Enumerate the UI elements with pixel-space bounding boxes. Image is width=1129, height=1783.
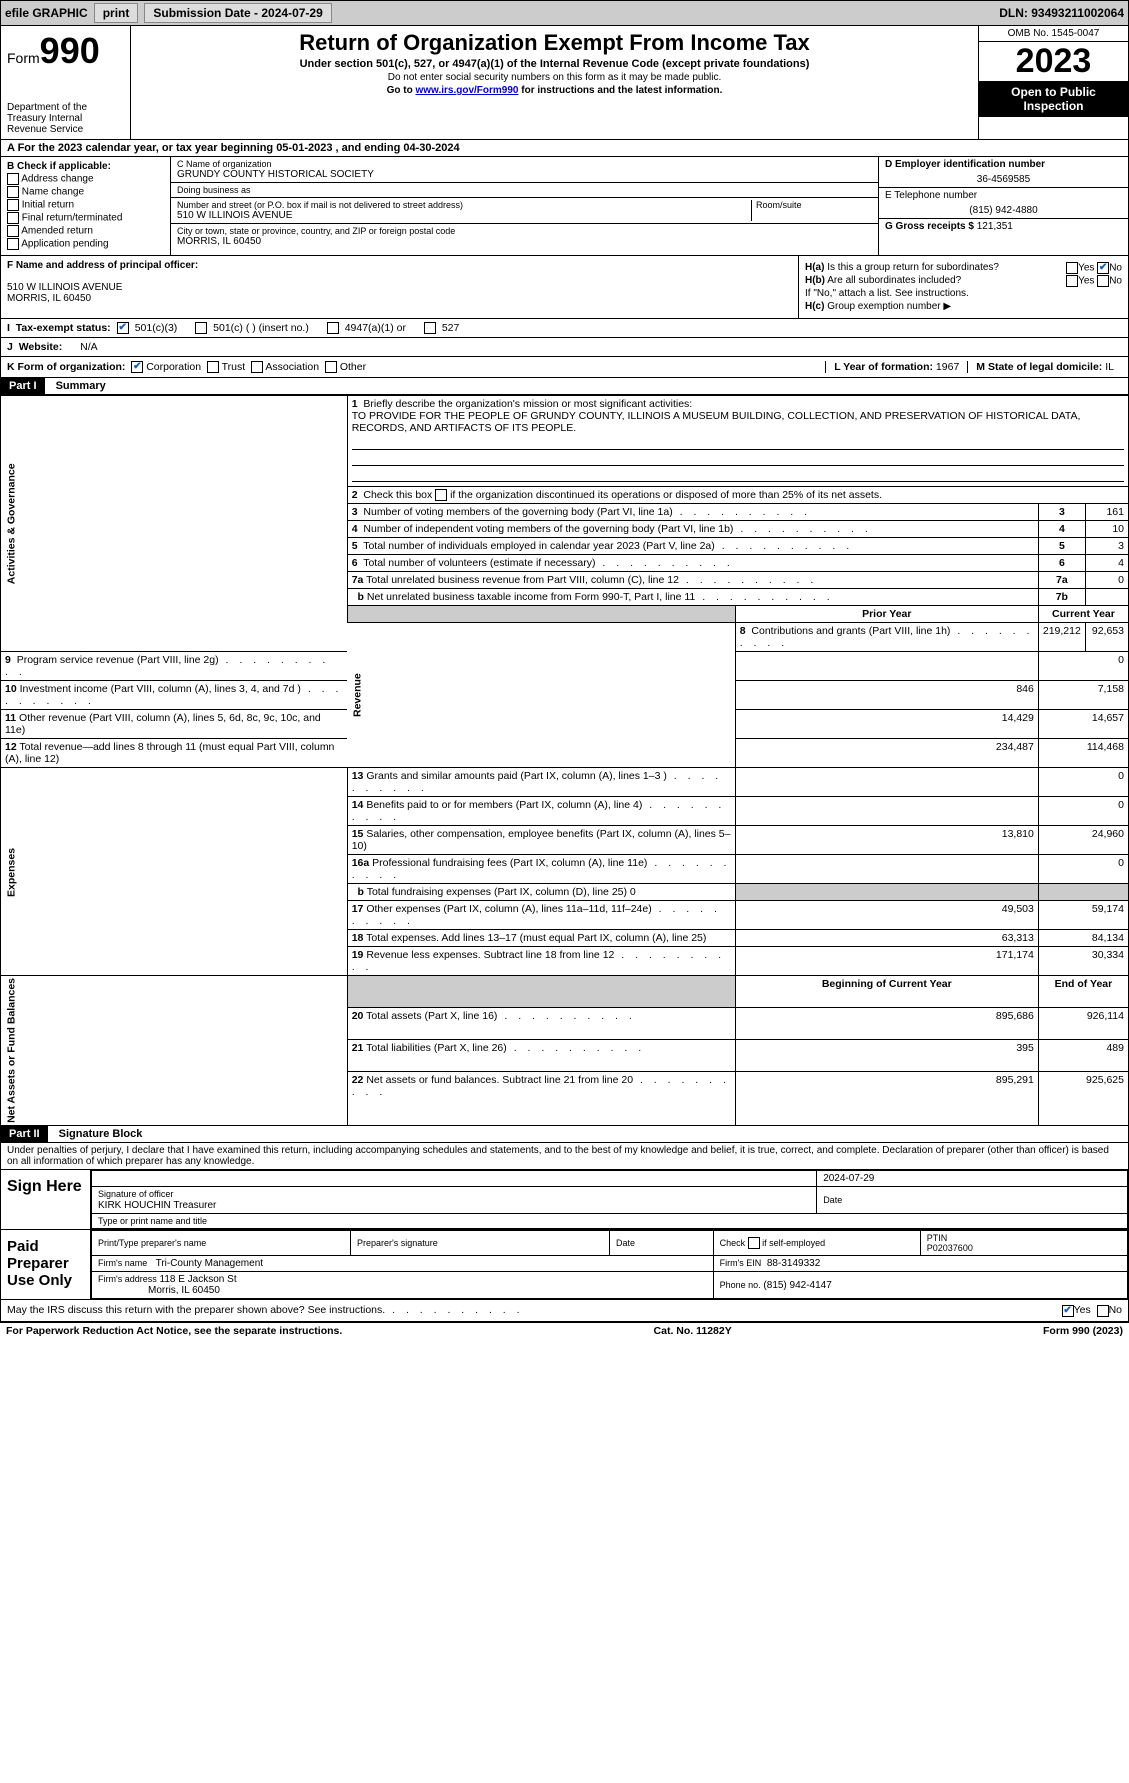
officer-addr1: 510 W ILLINOIS AVENUE xyxy=(7,282,122,293)
firm-name: Tri-County Management xyxy=(156,1258,263,1269)
year-formation: 1967 xyxy=(936,361,959,373)
chk-other[interactable] xyxy=(325,361,337,373)
org-name: GRUNDY COUNTY HISTORICAL SOCIETY xyxy=(177,169,872,180)
chk-application-pending[interactable] xyxy=(7,238,19,250)
summary-table: Activities & Governance 1 Briefly descri… xyxy=(0,395,1129,1126)
chk-4947[interactable] xyxy=(327,322,339,334)
part2-header: Part II Signature Block xyxy=(0,1126,1129,1143)
cat-no: Cat. No. 11282Y xyxy=(654,1325,732,1337)
discuss-no[interactable] xyxy=(1097,1305,1109,1317)
firm-ein: 88-3149332 xyxy=(767,1258,820,1269)
form-number: Form990 xyxy=(7,30,124,72)
vlabel-expenses: Expenses xyxy=(1,768,348,976)
print-button[interactable]: print xyxy=(94,3,139,23)
chk-assoc[interactable] xyxy=(251,361,263,373)
ha-no[interactable] xyxy=(1097,262,1109,274)
tax-year: 2023 xyxy=(979,42,1128,81)
city: MORRIS, IL 60450 xyxy=(177,236,872,247)
chk-final-return[interactable] xyxy=(7,212,19,224)
paperwork-notice: For Paperwork Reduction Act Notice, see … xyxy=(6,1325,342,1337)
officer-addr2: MORRIS, IL 60450 xyxy=(7,293,91,304)
perjury-declaration: Under penalties of perjury, I declare th… xyxy=(0,1143,1129,1170)
chk-527[interactable] xyxy=(424,322,436,334)
firm-phone: (815) 942-4147 xyxy=(763,1280,831,1291)
paid-preparer-label: Paid Preparer Use Only xyxy=(1,1230,91,1299)
row-j-website: J Website: N/A xyxy=(0,338,1129,357)
state-domicile: IL xyxy=(1105,361,1114,373)
sign-here-label: Sign Here xyxy=(1,1170,91,1229)
chk-address-change[interactable] xyxy=(7,173,19,185)
vlabel-revenue: Revenue xyxy=(347,623,735,768)
row-a-tax-year: A For the 2023 calendar year, or tax yea… xyxy=(0,140,1129,157)
sign-here-block: Sign Here 2024-07-29 Signature of office… xyxy=(0,1170,1129,1230)
discuss-row: May the IRS discuss this return with the… xyxy=(0,1300,1129,1321)
firm-addr1: 118 E Jackson St xyxy=(160,1274,237,1285)
sign-date: 2024-07-29 xyxy=(817,1171,1128,1187)
form-subtitle: Under section 501(c), 527, or 4947(a)(1)… xyxy=(137,58,972,70)
row-i-tax-status: I Tax-exempt status: 501(c)(3) 501(c) ( … xyxy=(0,319,1129,338)
page-footer: For Paperwork Reduction Act Notice, see … xyxy=(0,1322,1129,1339)
gross-receipts: 121,351 xyxy=(977,221,1013,232)
irs-link[interactable]: www.irs.gov/Form990 xyxy=(415,85,518,96)
officer-group-block: F Name and address of principal officer:… xyxy=(0,256,1129,319)
officer-name: KIRK HOUCHIN Treasurer xyxy=(98,1200,216,1211)
hb-no[interactable] xyxy=(1097,275,1109,287)
form-ref: Form 990 (2023) xyxy=(1043,1325,1123,1337)
chk-amended[interactable] xyxy=(7,225,19,237)
ptin: P02037600 xyxy=(927,1243,973,1253)
chk-self-employed[interactable] xyxy=(748,1237,760,1249)
part1-header: Part I Summary xyxy=(0,378,1129,395)
website: N/A xyxy=(80,341,98,353)
identity-block: B Check if applicable: Address change Na… xyxy=(0,157,1129,256)
form-title: Return of Organization Exempt From Incom… xyxy=(137,30,972,56)
goto-line: Go to www.irs.gov/Form990 for instructio… xyxy=(137,85,972,96)
chk-501c[interactable] xyxy=(195,322,207,334)
chk-discontinued[interactable] xyxy=(435,489,447,501)
vlabel-governance: Activities & Governance xyxy=(1,396,348,652)
firm-addr2: Morris, IL 60450 xyxy=(148,1285,220,1296)
col-c-org-info: C Name of organization GRUNDY COUNTY HIS… xyxy=(171,157,878,255)
row-k-form-org: K Form of organization: Corporation Trus… xyxy=(0,357,1129,378)
chk-trust[interactable] xyxy=(207,361,219,373)
vlabel-net-assets: Net Assets or Fund Balances xyxy=(1,976,348,1126)
col-b-checkboxes: B Check if applicable: Address change Na… xyxy=(1,157,171,255)
submission-date: Submission Date - 2024-07-29 xyxy=(144,3,331,23)
discuss-yes[interactable] xyxy=(1062,1305,1074,1317)
ha-yes[interactable] xyxy=(1066,262,1078,274)
paid-preparer-block: Paid Preparer Use Only Print/Type prepar… xyxy=(0,1230,1129,1300)
hb-yes[interactable] xyxy=(1066,275,1078,287)
form-header: Form990 Department of the Treasury Inter… xyxy=(0,26,1129,140)
open-public-inspection: Open to Public Inspection xyxy=(979,81,1128,117)
chk-name-change[interactable] xyxy=(7,186,19,198)
dept-treasury: Department of the Treasury Internal Reve… xyxy=(7,102,124,135)
omb-number: OMB No. 1545-0047 xyxy=(979,26,1128,42)
mission-text: TO PROVIDE FOR THE PEOPLE OF GRUNDY COUN… xyxy=(352,410,1081,434)
col-d-right: D Employer identification number 36-4569… xyxy=(878,157,1128,255)
street: 510 W ILLINOIS AVENUE xyxy=(177,210,747,221)
phone: (815) 942-4880 xyxy=(885,205,1122,216)
chk-initial-return[interactable] xyxy=(7,199,19,211)
ein: 36-4569585 xyxy=(885,174,1122,185)
arrow-icon: ▶ xyxy=(943,301,951,312)
chk-501c3[interactable] xyxy=(117,322,129,334)
chk-corp[interactable] xyxy=(131,361,143,373)
efile-label: efile GRAPHIC xyxy=(5,6,88,20)
dln: DLN: 93493211002064 xyxy=(999,6,1124,20)
efile-topbar: efile GRAPHIC print Submission Date - 20… xyxy=(0,0,1129,26)
ssn-warning: Do not enter social security numbers on … xyxy=(137,72,972,83)
